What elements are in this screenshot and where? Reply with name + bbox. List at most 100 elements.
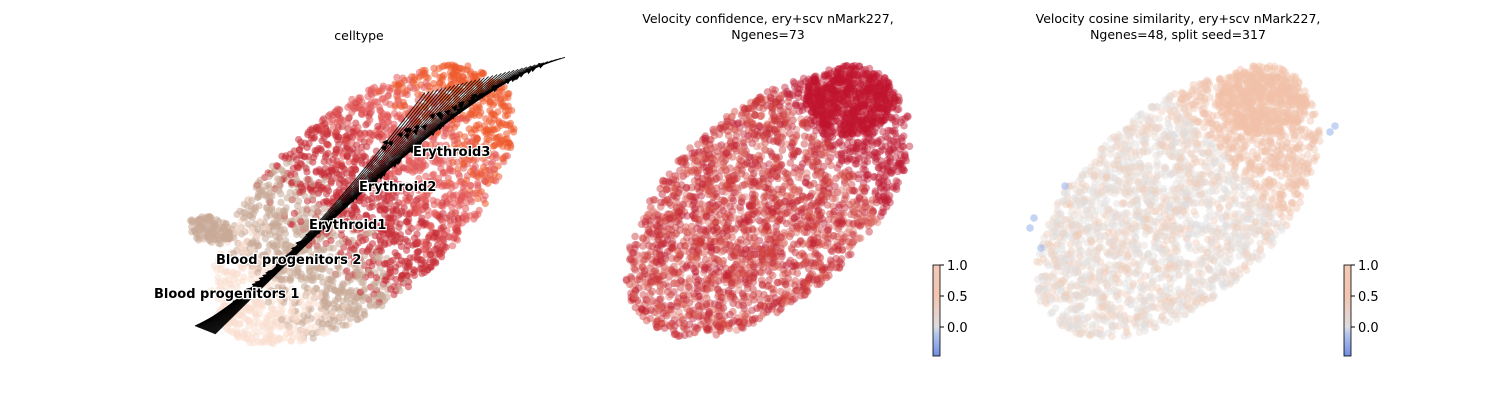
celltype-point [379,283,387,291]
celltype-point [233,210,241,219]
confidence-point [835,203,843,212]
celltype-point [191,226,199,235]
celltype-point [442,129,450,138]
celltype-point [343,295,351,303]
celltype-point [372,147,380,155]
celltype-point [300,153,308,161]
celltype-point [319,308,327,316]
celltype-point [302,164,310,172]
celltype-point [244,220,252,228]
confidence-point [785,102,793,111]
confidence-point [756,304,764,312]
celltype-point [293,327,302,335]
celltype-point [239,214,247,222]
celltype-point [284,323,292,331]
celltype-point [388,225,396,233]
celltype-point [505,139,513,147]
celltype-point [363,247,371,256]
celltype-point [443,214,451,222]
celltype-point [250,205,258,213]
celltype-point [338,123,346,131]
confidence-point [643,271,652,279]
celltype-point [250,297,259,305]
celltype-point [416,265,424,273]
celltype-point [399,199,407,208]
celltype-point [415,175,423,183]
celltype-point [449,242,457,250]
confidence-point [720,162,728,171]
celltype-point [389,206,397,214]
celltype-point [367,271,375,279]
confidence-point [646,290,655,299]
celltype-point [310,293,318,301]
celltype-point [258,303,266,311]
celltype-point [222,258,230,266]
celltype-point [413,256,421,264]
panel-2-title-line-2: Ngenes=73 [731,27,804,42]
celltype-point [437,238,445,246]
confidence-point [693,224,701,233]
celltype-point [426,250,434,258]
celltype-point [393,88,401,96]
celltype-point [247,275,255,283]
confidence-point [690,148,699,157]
celltype-point [334,270,342,278]
celltype-point [370,281,378,289]
confidence-point [853,159,861,168]
celltype-point [436,79,444,87]
celltype-point [490,110,498,118]
celltype-point [452,209,460,217]
celltype-point [373,194,381,202]
celltype-point [214,286,222,295]
celltype-point [271,228,279,236]
celltype-point [342,321,350,329]
confidence-point [733,326,741,334]
celltype-point [475,206,483,214]
celltype-point [379,94,387,103]
celltype-point [379,84,387,92]
label-erythroid1: Erythroid1 [309,218,386,233]
celltype-point [376,206,384,214]
celltype-point [329,322,337,331]
celltype-point [469,107,477,115]
celltype-point [311,133,319,142]
celltype-point [327,276,335,284]
celltype-point [277,190,285,198]
celltype-point [447,180,455,188]
celltype-point [409,159,417,167]
celltype-point [295,197,303,205]
celltype-point [347,223,355,231]
celltype-point [433,198,441,206]
celltype-point [485,136,493,144]
celltype-point [278,316,286,324]
confidence-point [689,264,698,273]
celltype-point [381,211,389,219]
celltype-point [382,222,390,230]
celltype-point [503,130,511,138]
celltype-point [429,257,437,265]
celltype-point [377,107,385,116]
celltype-point [238,230,246,238]
celltype-point [405,259,413,267]
celltype-point [403,246,411,254]
celltype-point [469,190,477,198]
celltype-point [422,202,430,210]
confidence-point [761,146,769,154]
celltype-point [427,223,435,231]
celltype-point [405,153,413,161]
confidence-point [821,232,830,240]
confidence-point [792,131,801,140]
celltype-point [248,214,256,222]
celltype-point [337,283,346,291]
celltype-point [369,189,377,197]
celltype-point [501,121,509,129]
celltype-point [305,140,313,148]
celltype-point [308,329,316,338]
celltype-point [357,105,365,114]
confidence-point [781,209,789,218]
celltype-point [314,181,323,189]
celltype-point [264,324,272,332]
celltype-point [395,111,403,119]
celltype-point [372,274,381,282]
